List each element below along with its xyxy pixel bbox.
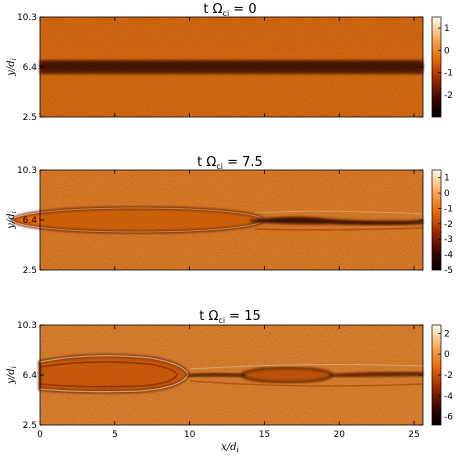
- heatmap-image: [11, 170, 424, 270]
- colorbar-ticks: 1 0 -1 -2 -3 -4 -5: [438, 174, 453, 276]
- y-axis-label: y/di: [6, 211, 18, 230]
- colorbar-tick-label: -5: [444, 266, 453, 276]
- panel-1: t Ωci = 7.5 2.5 6.4 10.3 y/di 1 0 -1 -2 -3 -4 -5: [6, 155, 453, 276]
- y-axis-label: y/di: [6, 366, 18, 385]
- yticks: 2.5 6.4 10.3: [17, 166, 423, 276]
- x-tick-label: 25: [408, 430, 419, 440]
- colorbar-tick-label: -2: [444, 371, 453, 381]
- x-tick-label: 10: [184, 430, 196, 440]
- yticks: 2.5 6.4 10.3: [17, 321, 423, 431]
- colorbar-frame: [431, 169, 442, 271]
- colorbar-gradient: [432, 325, 441, 425]
- colorbar-tick-label: 2: [444, 329, 450, 339]
- colorbar-tick-label: -4: [444, 251, 453, 261]
- colorbar-tick-label: -1: [444, 204, 453, 214]
- colorbar-tick-label: 0: [444, 350, 450, 360]
- panel-title: t Ωci = 0: [203, 2, 256, 18]
- y-tick-label: 10.3: [17, 321, 37, 331]
- y-tick-label: 2.5: [23, 266, 37, 276]
- x-tick-label: 20: [333, 430, 345, 440]
- colorbar: 1 0 -1 -2: [431, 16, 453, 118]
- y-axis-label: y/di: [6, 58, 18, 77]
- colorbar-tick-label: 0: [444, 189, 450, 199]
- yticks: 2.5 6.4 10.3: [17, 13, 423, 123]
- y-tick-label: 6.4: [23, 216, 38, 226]
- colorbar-tick-label: -2: [444, 91, 453, 101]
- colorbar-tick-label: -3: [444, 235, 453, 245]
- colorbar-frame: [431, 16, 442, 118]
- panel-0: t Ωci = 0 2.5 6.4 10.3 y/di 1 0 -1 -2: [6, 2, 453, 123]
- y-tick-label: 10.3: [17, 13, 37, 23]
- colorbar-gradient: [432, 17, 441, 117]
- panel-title: t Ωci = 15: [199, 309, 261, 325]
- colorbar-tick-label: -2: [444, 220, 453, 230]
- colorbar-gradient: [432, 170, 441, 270]
- colorbar-tick-label: 0: [444, 46, 450, 56]
- panel-title: t Ωci = 7.5: [197, 155, 263, 171]
- x-tick-label: 0: [37, 430, 43, 440]
- x-tick-label: 15: [259, 430, 270, 440]
- colorbar-ticks: 2 0 -2 -4 -6: [438, 329, 453, 423]
- xticks: 0 5 10 15 20 25: [37, 325, 420, 440]
- y-tick-label: 2.5: [23, 113, 37, 123]
- y-tick-label: 6.4: [23, 63, 38, 73]
- heatmap-noise: [40, 17, 423, 117]
- colorbar-tick-label: 1: [444, 24, 450, 34]
- heatmap-image: [40, 17, 423, 117]
- x-tick-label: 5: [112, 430, 118, 440]
- colorbar-tick-label: 1: [444, 174, 450, 184]
- heatmap-noise: [40, 170, 423, 270]
- panel-2: t Ωci = 15 2.56.410.3 0 5 10 15 20 25 y/di x/…: [6, 309, 453, 454]
- x-axis-label: x/di: [221, 442, 239, 454]
- y-tick-label: 6.4: [23, 371, 38, 381]
- colorbar: 1 0 -1 -2 -3 -4 -5: [431, 169, 453, 276]
- colorbar-tick-label: -6: [444, 413, 453, 423]
- colorbar: 2 0 -2 -4 -6: [431, 324, 453, 426]
- y-tick-label: 10.3: [17, 166, 37, 176]
- heatmap-noise: [40, 325, 423, 425]
- colorbar-ticks: 1 0 -1 -2: [438, 24, 453, 101]
- colorbar-tick-label: -1: [444, 69, 453, 79]
- colorbar-tick-label: -4: [444, 392, 453, 402]
- heatmap-image: [38, 325, 424, 425]
- y-tick-label: 2.5: [23, 421, 37, 431]
